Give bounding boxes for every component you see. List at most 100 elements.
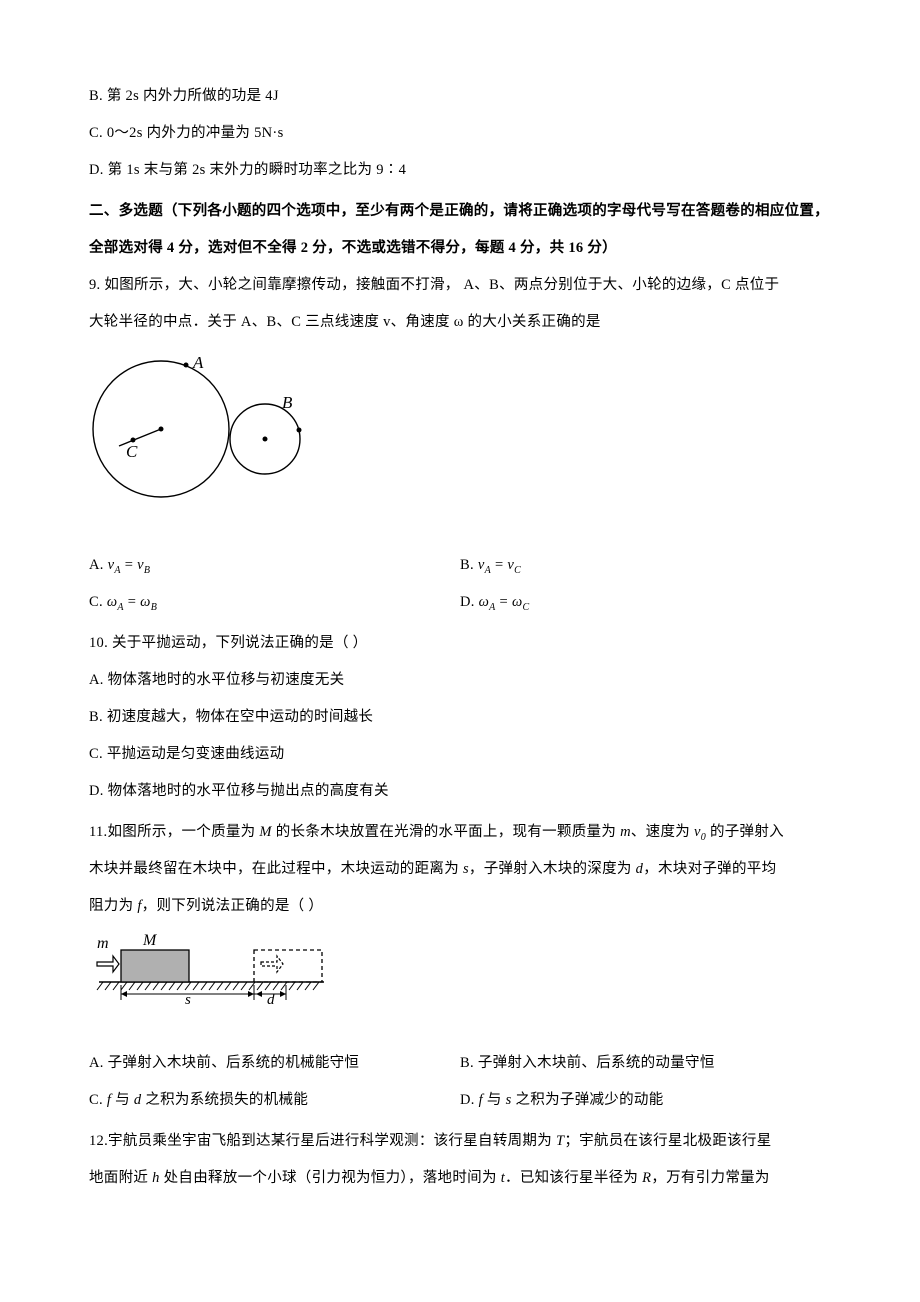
q10-option-a: A. 物体落地时的水平位移与初速度无关 — [89, 662, 831, 699]
q11-options-row2: C. f 与 d 之积为系统损失的机械能 D. f 与 s 之积为子弹减少的动能 — [89, 1082, 831, 1119]
bullet-final — [261, 956, 283, 972]
label-b: B — [282, 393, 293, 412]
q9-option-a: A. vA = vB — [89, 547, 460, 584]
math-omega2: ω — [512, 594, 523, 610]
question-8-options: B. 第 2s 内外力所做的功是 4J C. 0～2s 内外力的冲量为 5N·s… — [89, 78, 831, 189]
q10-option-b: B. 初速度越大，物体在空中运动的时间越长 — [89, 699, 831, 736]
bullet-block-diagram: m M s d — [89, 932, 329, 1007]
q9-stem-line1: 9. 如图所示，大、小轮之间靠摩擦传动，接触面不打滑， A、B、两点分别位于大、… — [89, 267, 831, 304]
text-part: 12.宇航员乘坐宇宙飞船到达某行星后进行科学观测：该行星自转周期为 — [89, 1133, 556, 1149]
q10-option-d: D. 物体落地时的水平位移与抛出点的高度有关 — [89, 773, 831, 810]
text-part: ，万有引力常量为 — [651, 1170, 769, 1186]
text-mid: 与 — [111, 1092, 134, 1108]
center-small-dot — [263, 436, 268, 441]
math-sub-b: B — [151, 602, 157, 613]
opt-prefix: A. — [89, 557, 108, 573]
question-12: 12.宇航员乘坐宇宙飞船到达某行星后进行科学观测：该行星自转周期为 T；宇航员在… — [89, 1123, 831, 1197]
q9-option-b: B. vA = vC — [460, 547, 831, 584]
q11-option-d: D. f 与 s 之积为子弹减少的动能 — [460, 1082, 831, 1119]
math-omega: ω — [107, 594, 118, 610]
q12-stem-line1: 12.宇航员乘坐宇宙飞船到达某行星后进行科学观测：该行星自转周期为 T；宇航员在… — [89, 1123, 831, 1160]
math-v2: v — [137, 557, 144, 573]
math-sub-c: C — [522, 602, 529, 613]
math-sub-a: A — [117, 602, 123, 613]
q11-figure: m M s d — [89, 932, 831, 1007]
math-m-upper: M — [259, 824, 271, 840]
q11-option-a: A. 子弹射入木块前、后系统的机械能守恒 — [89, 1045, 460, 1082]
center-big-dot — [159, 426, 164, 431]
d-arrow-left — [256, 991, 262, 997]
q8-option-c: C. 0～2s 内外力的冲量为 5N·s — [89, 115, 831, 152]
math-r-upper: R — [642, 1170, 651, 1186]
math-sub-a: A — [485, 565, 491, 576]
math-eq: = — [128, 594, 140, 610]
q11-option-b: B. 子弹射入木块前、后系统的动量守恒 — [460, 1045, 831, 1082]
math-sub-c: C — [514, 565, 521, 576]
text-part: 11.如图所示，一个质量为 — [89, 824, 259, 840]
s-arrow-right — [248, 991, 254, 997]
text-part: 阻力为 — [89, 898, 137, 914]
math-eq: = — [495, 557, 507, 573]
block-initial — [121, 950, 189, 982]
q9-stem-line2: 大轮半径的中点．关于 A、B、C 三点线速度 v、角速度 ω 的大小关系正确的是 — [89, 304, 831, 341]
q9-options-row1: A. vA = vB B. vA = vC — [89, 547, 831, 584]
math-omega: ω — [479, 594, 490, 610]
q9-option-c: C. ωA = ωB — [89, 584, 460, 621]
text-part: 木块并最终留在木块中，在此过程中，木块运动的距离为 — [89, 861, 463, 877]
math-m-lower: m — [620, 824, 631, 840]
math-eq: = — [500, 594, 512, 610]
text-post: 之积为子弹减少的动能 — [512, 1092, 664, 1108]
text-part: 、速度为 — [631, 824, 694, 840]
text-part: 地面附近 — [89, 1170, 152, 1186]
math-omega2: ω — [140, 594, 151, 610]
q11-stem-line1: 11.如图所示，一个质量为 M 的长条木块放置在光滑的水平面上，现有一颗质量为 … — [89, 814, 831, 851]
math-eq: = — [125, 557, 137, 573]
text-part: 的子弹射入 — [706, 824, 784, 840]
q8-option-b: B. 第 2s 内外力所做的功是 4J — [89, 78, 831, 115]
bullet-initial — [97, 956, 119, 972]
q8-option-d: D. 第 1s 末与第 2s 末外力的瞬时功率之比为 9∶4 — [89, 152, 831, 189]
q12-stem-line2: 地面附近 h 处自由释放一个小球（引力视为恒力），落地时间为 t．已知该行星半径… — [89, 1160, 831, 1197]
text-part: 的长条木块放置在光滑的水平面上，现有一颗质量为 — [272, 824, 620, 840]
label-c: C — [126, 442, 138, 461]
math-sub-b: B — [144, 565, 150, 576]
math-h: h — [152, 1170, 160, 1186]
q11-stem-line3: 阻力为 f，则下列说法正确的是（ ） — [89, 888, 831, 925]
question-11: 11.如图所示，一个质量为 M 的长条木块放置在光滑的水平面上，现有一颗质量为 … — [89, 814, 831, 1120]
q9-options-row2: C. ωA = ωB D. ωA = ωC — [89, 584, 831, 621]
point-b-dot — [297, 427, 302, 432]
q10-stem: 10. 关于平抛运动，下列说法正确的是（ ） — [89, 625, 831, 662]
label-m-upper: M — [142, 932, 158, 949]
s-arrow-left — [121, 991, 127, 997]
q9-figure: C A B — [89, 349, 831, 509]
text-part: 处自由释放一个小球（引力视为恒力），落地时间为 — [160, 1170, 501, 1186]
text-part: ；宇航员在该行星北极距该行星 — [564, 1133, 771, 1149]
opt-prefix: D. — [460, 594, 479, 610]
math-v: v — [478, 557, 485, 573]
point-a-dot — [184, 362, 189, 367]
circles-diagram: C A B — [89, 349, 319, 509]
opt-prefix: C. — [89, 1092, 107, 1108]
question-9: 9. 如图所示，大、小轮之间靠摩擦传动，接触面不打滑， A、B、两点分别位于大、… — [89, 267, 831, 621]
q9-option-d: D. ωA = ωC — [460, 584, 831, 621]
q11-option-c: C. f 与 d 之积为系统损失的机械能 — [89, 1082, 460, 1119]
label-s: s — [185, 992, 191, 1007]
q11-stem-line2: 木块并最终留在木块中，在此过程中，木块运动的距离为 s，子弹射入木块的深度为 d… — [89, 851, 831, 888]
q11-options-row1: A. 子弹射入木块前、后系统的机械能守恒 B. 子弹射入木块前、后系统的动量守恒 — [89, 1045, 831, 1082]
math-v: v — [694, 824, 701, 840]
label-a: A — [192, 353, 204, 372]
math-sub-a: A — [489, 602, 495, 613]
question-10: 10. 关于平抛运动，下列说法正确的是（ ） A. 物体落地时的水平位移与初速度… — [89, 625, 831, 810]
text-part: ，子弹射入木块的深度为 — [469, 861, 636, 877]
text-part: ，木块对子弹的平均 — [643, 861, 776, 877]
opt-prefix: C. — [89, 594, 107, 610]
text-part: ．已知该行星半径为 — [505, 1170, 642, 1186]
d-arrow-right — [280, 991, 286, 997]
text-mid: 与 — [483, 1092, 506, 1108]
math-sub-a: A — [114, 565, 120, 576]
text-post: 之积为系统损失的机械能 — [141, 1092, 308, 1108]
text-part: ，则下列说法正确的是（ ） — [142, 898, 324, 914]
section-2-header: 二、多选题（下列各小题的四个选项中，至少有两个是正确的，请将正确选项的字母代号写… — [89, 193, 831, 267]
opt-prefix: B. — [460, 557, 478, 573]
label-d: d — [267, 992, 275, 1007]
